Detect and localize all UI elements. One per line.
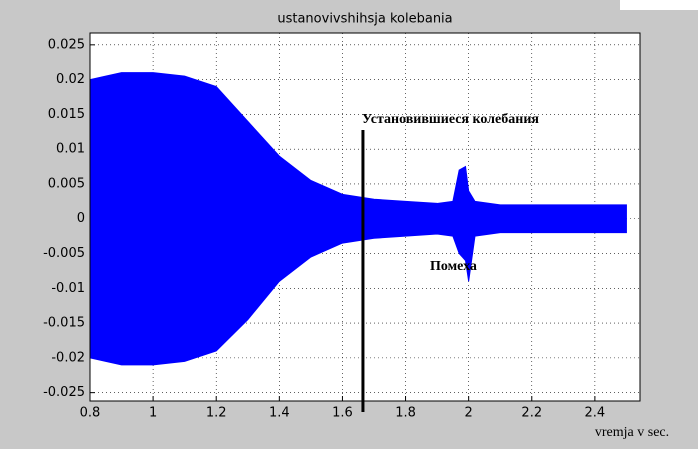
y-tick-label: 0	[77, 211, 85, 226]
axes-box	[89, 32, 641, 402]
annotation: Установившиеся колебания	[362, 112, 539, 127]
y-tick-label: -0.01	[51, 281, 85, 296]
y-tick-label: 0.015	[48, 107, 85, 122]
signal-envelope	[89, 218, 627, 366]
y-tick-label: 0.005	[48, 176, 85, 191]
corner-patch	[620, 0, 698, 10]
signal-envelope	[89, 72, 627, 220]
x-axis-label: vremja v sec.	[595, 425, 669, 440]
x-tick-label: 1.4	[269, 406, 290, 421]
x-tick-label: 2.4	[585, 406, 606, 421]
y-tick-label: -0.015	[43, 316, 85, 331]
chart-title: ustanovivshihsja kolebania	[277, 12, 452, 27]
annotation: Помеха	[430, 259, 477, 274]
y-tick-label: 0.02	[56, 72, 85, 87]
y-tick-label: -0.02	[51, 350, 85, 365]
x-tick-label: 1.6	[332, 406, 353, 421]
x-tick-label: 1	[149, 406, 157, 421]
x-tick-label: 1.8	[395, 406, 416, 421]
x-tick-label: 2	[465, 406, 473, 421]
x-tick-label: 2.2	[521, 406, 542, 421]
y-tick-label: 0.01	[56, 142, 85, 157]
y-tick-label: -0.025	[43, 385, 85, 400]
x-tick-label: 0.8	[80, 406, 101, 421]
x-tick-label: 1.2	[206, 406, 227, 421]
y-tick-label: -0.005	[43, 246, 85, 261]
y-tick-label: 0.025	[48, 37, 85, 52]
